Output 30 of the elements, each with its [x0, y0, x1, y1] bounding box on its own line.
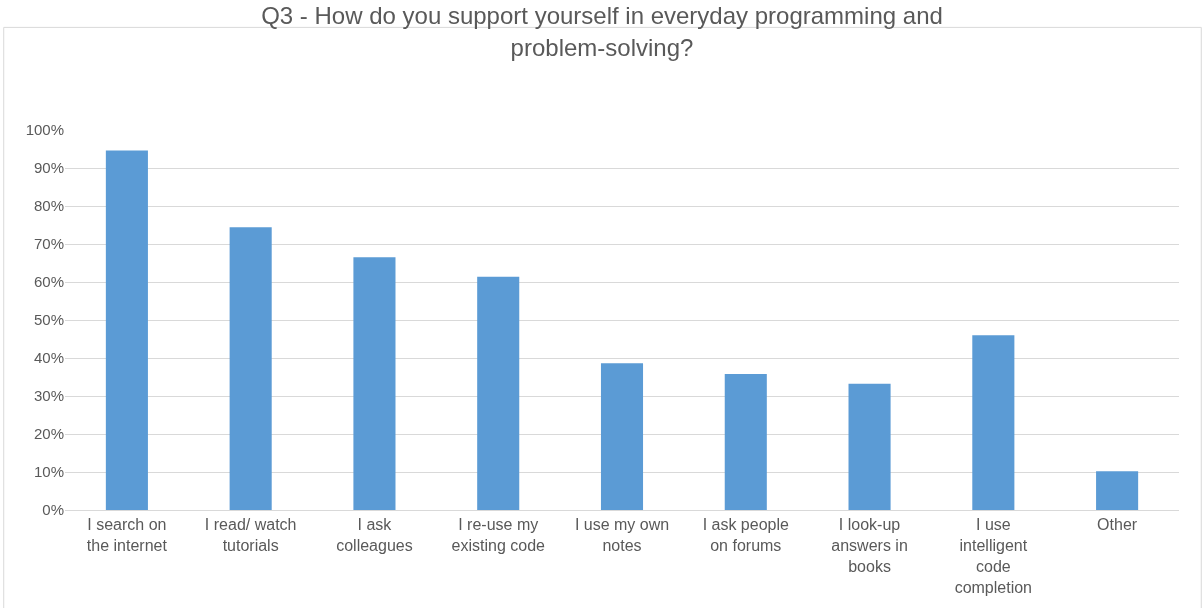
y-tick-label: 100% — [25, 121, 64, 139]
x-tick-label: I ask people on forums — [702, 516, 790, 554]
bar — [229, 227, 272, 510]
x-tick-label: I re-use my existing code — [451, 516, 546, 554]
x-tick-label: Other — [1097, 516, 1138, 534]
y-tick-label: 60% — [33, 273, 64, 291]
y-tick-label: 30% — [33, 387, 64, 405]
y-tick-label: 0% — [42, 501, 64, 519]
bar — [600, 363, 644, 510]
y-tick-label: 90% — [33, 159, 64, 177]
x-tick-label: I use intelligent code completion — [954, 516, 1033, 596]
y-tick-label: 70% — [33, 235, 64, 253]
x-tick-label: I search on the internet — [86, 516, 168, 554]
chart-title: Q3 - How do you support yourself in everyday programming and problem-solving? — [261, 2, 943, 61]
bar — [477, 276, 520, 510]
y-tick-label: 20% — [33, 425, 64, 443]
bar — [848, 383, 891, 510]
bar — [972, 335, 1015, 510]
bar — [105, 150, 148, 510]
y-tick-label: 10% — [33, 463, 64, 481]
bar — [724, 373, 767, 510]
x-tick-label: I read/ watch tutorials — [204, 516, 297, 554]
x-tick-label: I use my own notes — [574, 516, 670, 554]
x-tick-label: I look-up answers in books — [831, 516, 908, 575]
bar — [353, 257, 396, 510]
bar — [1096, 471, 1139, 510]
y-tick-label: 80% — [33, 197, 64, 215]
y-tick-label: 40% — [33, 349, 64, 367]
y-tick-label: 50% — [33, 311, 64, 329]
x-tick-label: I ask colleagues — [336, 516, 413, 554]
